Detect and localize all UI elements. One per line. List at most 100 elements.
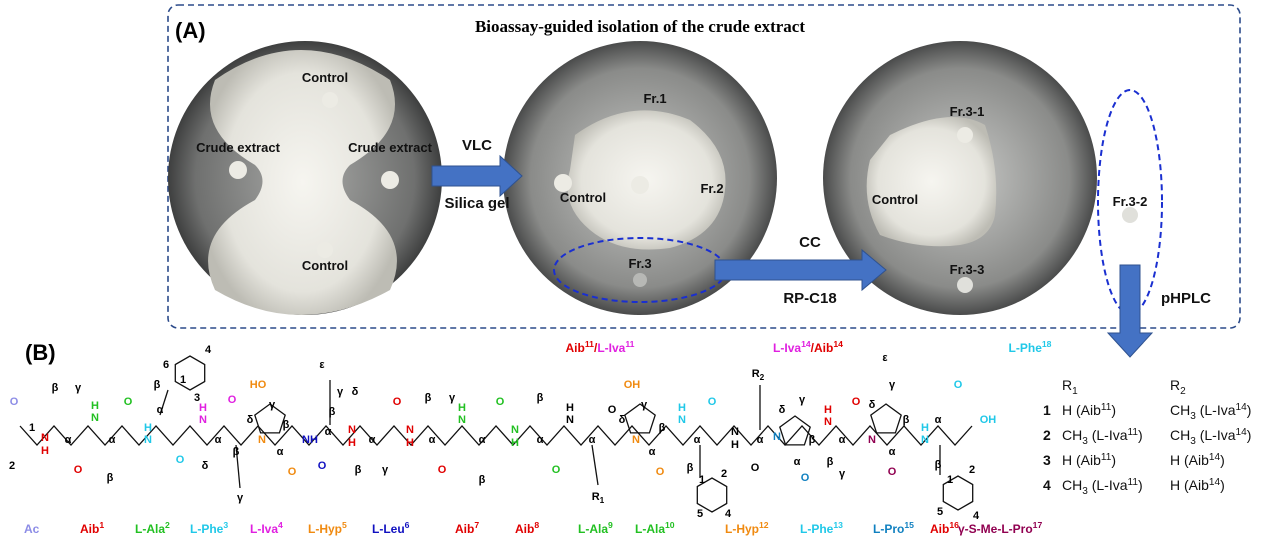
atom-symbol: N <box>144 434 152 446</box>
atom-symbol: H <box>199 402 207 414</box>
atom-label: α <box>589 434 596 446</box>
atom-label: N <box>773 431 781 443</box>
atom-label: α <box>839 434 846 446</box>
atom-label: N <box>348 424 356 436</box>
atom-label: δ <box>779 404 786 416</box>
atom-label: β <box>479 474 486 486</box>
arrow-label: pHPLC <box>1161 290 1211 307</box>
atom-label: R1 <box>592 491 605 505</box>
atom-symbol: α <box>277 446 284 458</box>
atom-symbol: β <box>283 419 290 431</box>
atom-symbol: H <box>824 404 832 416</box>
residue-variant-label: L-Iva14/Aib14 <box>773 339 843 355</box>
atom-symbol: O <box>708 396 717 408</box>
table-cell: H (Aib14) <box>1170 477 1225 493</box>
table-header: R2 <box>1170 377 1186 397</box>
plate-label: Fr.3-1 <box>950 104 985 119</box>
atom-symbol: H <box>678 402 686 414</box>
pyrrolidine-ring <box>624 403 656 434</box>
atom-label: 3 <box>194 392 200 404</box>
atom-symbol: O <box>656 466 665 478</box>
atom-symbol: α <box>794 456 801 468</box>
atom-label: 4 <box>973 510 980 522</box>
atom-label: β <box>329 406 336 418</box>
atom-label: H <box>348 437 356 449</box>
residue-label: L-Hyp12 <box>725 520 769 536</box>
atom-symbol: R <box>592 491 600 503</box>
superscript: 15 <box>904 520 914 530</box>
table-header: R1 <box>1062 377 1078 397</box>
atom-symbol: 1 <box>947 474 953 486</box>
atom-symbol: γ <box>449 392 456 404</box>
atom-symbol: δ <box>619 414 626 426</box>
atom-label: β <box>827 456 834 468</box>
atom-label: O <box>954 379 963 391</box>
superscript: 2 <box>165 520 170 530</box>
text-run: (L-Iva <box>1196 402 1236 418</box>
atom-label: β <box>687 462 694 474</box>
atom-symbol: ε <box>319 359 325 371</box>
pyrrolidine-ring <box>870 403 902 434</box>
superscript: 17 <box>1033 520 1043 530</box>
superscript: 10 <box>665 520 675 530</box>
atom-label: H <box>678 402 686 414</box>
atom-symbol: α <box>429 434 436 446</box>
atom-label: α <box>694 434 701 446</box>
atom-label: α <box>537 434 544 446</box>
residue-label: L-Phe3 <box>190 520 228 536</box>
panel-label: (B) <box>25 340 56 365</box>
atom-label: α <box>157 404 164 416</box>
atom-label: 1 <box>29 422 35 434</box>
atom-label: γ <box>889 379 896 391</box>
atom-symbol: N <box>199 414 207 426</box>
superscript: 11 <box>585 339 594 349</box>
atom-symbol: δ <box>202 460 209 472</box>
atom-label: N <box>144 434 152 446</box>
atom-symbol: β <box>479 474 486 486</box>
atom-label: O <box>888 466 897 478</box>
plate-label: Control <box>302 70 348 85</box>
atom-label: 2 <box>969 464 975 476</box>
text-run: ) <box>1111 402 1116 418</box>
residue-name: L-Phe <box>800 522 834 536</box>
pyrrolidine-ring <box>779 415 811 446</box>
residue-name: L-Phe <box>190 522 224 536</box>
subscript: 2 <box>760 373 765 382</box>
atom-label: H <box>921 422 929 434</box>
panel-frame <box>167 4 1241 329</box>
atom-symbol: γ <box>75 382 82 394</box>
superscript: 6 <box>405 520 410 530</box>
plate-label: Fr.3 <box>628 256 651 271</box>
atom-label: NH <box>302 434 318 446</box>
atom-symbol: H <box>458 402 466 414</box>
subscript: 2 <box>1180 386 1186 397</box>
atom-label: O <box>801 472 810 484</box>
text-run: Aib <box>814 341 833 355</box>
atom-symbol: δ <box>869 399 876 411</box>
residue-name: Aib <box>455 522 474 536</box>
atom-symbol: H <box>348 437 356 449</box>
atom-symbol: H <box>144 422 152 434</box>
text-run: ) <box>1220 452 1225 468</box>
atom-label: γ <box>337 386 344 398</box>
residue-name: L-Ala <box>635 522 665 536</box>
text-run: ) <box>1247 427 1252 443</box>
atom-label: H <box>458 402 466 414</box>
atom-symbol: N <box>348 424 356 436</box>
atom-label: N <box>921 434 929 446</box>
atom-label: 2 <box>721 468 727 480</box>
atom-symbol: OH <box>980 414 997 426</box>
atom-symbol: β <box>355 464 362 476</box>
text-run: (L-Iva <box>1088 427 1128 443</box>
subscript: 3 <box>1190 436 1196 447</box>
atom-label: α <box>65 434 72 446</box>
atom-symbol: O <box>751 462 760 474</box>
atom-symbol: δ <box>352 386 359 398</box>
atom-label: α <box>429 434 436 446</box>
table-cell: CH3 (L-Iva11) <box>1062 427 1143 447</box>
superscript: 14 <box>1236 427 1248 438</box>
residue-name: Aib <box>515 522 534 536</box>
atom-symbol: 5 <box>937 506 943 518</box>
atom-symbol: β <box>52 382 59 394</box>
